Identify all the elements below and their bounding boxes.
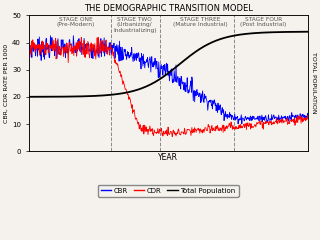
Y-axis label: CBR, CDR RATE PER 1000: CBR, CDR RATE PER 1000 [4,44,9,123]
Text: STAGE THREE
(Mature Industrial): STAGE THREE (Mature Industrial) [173,17,228,28]
Y-axis label: TOTAL POPULATION: TOTAL POPULATION [311,53,316,114]
Legend: CBR, CDR, Total Population: CBR, CDR, Total Population [98,185,239,197]
Text: STAGE TWO
(Urbanizing/
Industrializing): STAGE TWO (Urbanizing/ Industrializing) [113,17,156,33]
Text: STAGE ONE
(Pre-Modern): STAGE ONE (Pre-Modern) [57,17,95,28]
Text: STAGE FOUR
(Post Industrial): STAGE FOUR (Post Industrial) [240,17,286,28]
Title: THE DEMOGRAPHIC TRANSITION MODEL: THE DEMOGRAPHIC TRANSITION MODEL [84,4,253,13]
X-axis label: YEAR: YEAR [158,153,178,162]
